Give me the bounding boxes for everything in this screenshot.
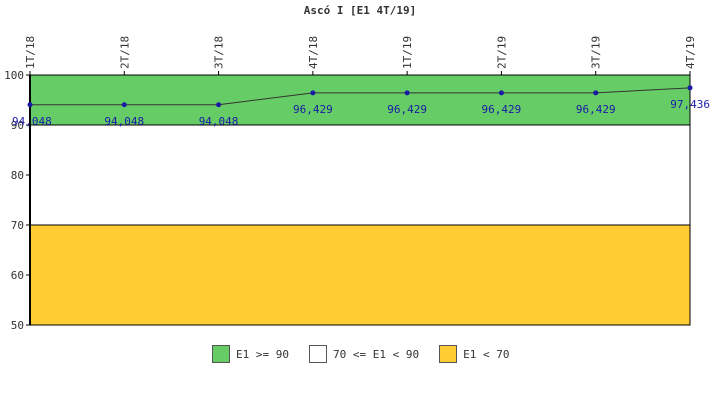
- data-label: 94,048: [104, 115, 144, 128]
- x-tick-label: 4T/18: [307, 36, 320, 69]
- x-tick-label: 4T/19: [684, 36, 697, 69]
- y-tick-label: 50: [11, 319, 24, 332]
- legend-swatch-yellow: [439, 345, 458, 363]
- legend-item-yellow: E1 < 70: [439, 345, 509, 363]
- y-tick-label: 60: [11, 269, 24, 282]
- data-point: [27, 102, 33, 108]
- x-tick-label: 1T/18: [24, 36, 37, 69]
- data-point: [216, 102, 222, 108]
- band-0: [29, 74, 691, 126]
- data-label: 96,429: [482, 103, 522, 116]
- legend: E1 >= 90 70 <= E1 < 90 E1 < 70: [212, 345, 529, 363]
- band-1: [29, 124, 691, 226]
- x-tick-label: 2T/18: [118, 36, 131, 69]
- data-label: 96,429: [293, 103, 333, 116]
- data-point: [687, 85, 693, 91]
- data-point: [593, 90, 599, 96]
- data-label: 94,048: [12, 115, 52, 128]
- x-tick-label: 2T/19: [495, 36, 508, 69]
- data-label: 97,436: [670, 98, 710, 111]
- data-label: 96,429: [387, 103, 427, 116]
- data-point: [310, 90, 316, 96]
- legend-item-white: 70 <= E1 < 90: [308, 345, 420, 363]
- legend-label-yellow: E1 < 70: [463, 347, 510, 361]
- y-tick-label: 80: [11, 169, 24, 182]
- legend-swatch-white: [308, 345, 327, 363]
- y-tick-label: 90: [11, 119, 24, 132]
- x-tick-label: 3T/19: [590, 36, 603, 69]
- x-tick-label: 1T/19: [401, 36, 414, 69]
- legend-label-white: 70 <= E1 < 90: [332, 347, 420, 361]
- data-point: [121, 102, 127, 108]
- chart-title: Ascó I [E1 4T/19]: [303, 4, 417, 17]
- legend-swatch-green: [212, 345, 230, 363]
- legend-label-green: E1 >= 90: [236, 347, 289, 361]
- legend-item-green: E1 >= 90: [212, 345, 289, 363]
- data-label: 94,048: [199, 115, 239, 128]
- data-point: [404, 90, 410, 96]
- band-2: [29, 224, 691, 326]
- data-label: 96,429: [576, 103, 616, 116]
- x-tick-label: 3T/18: [213, 36, 226, 69]
- y-tick-label: 100: [4, 69, 24, 82]
- data-point: [498, 90, 504, 96]
- series-line: [30, 87, 691, 106]
- y-tick-label: 70: [11, 219, 24, 232]
